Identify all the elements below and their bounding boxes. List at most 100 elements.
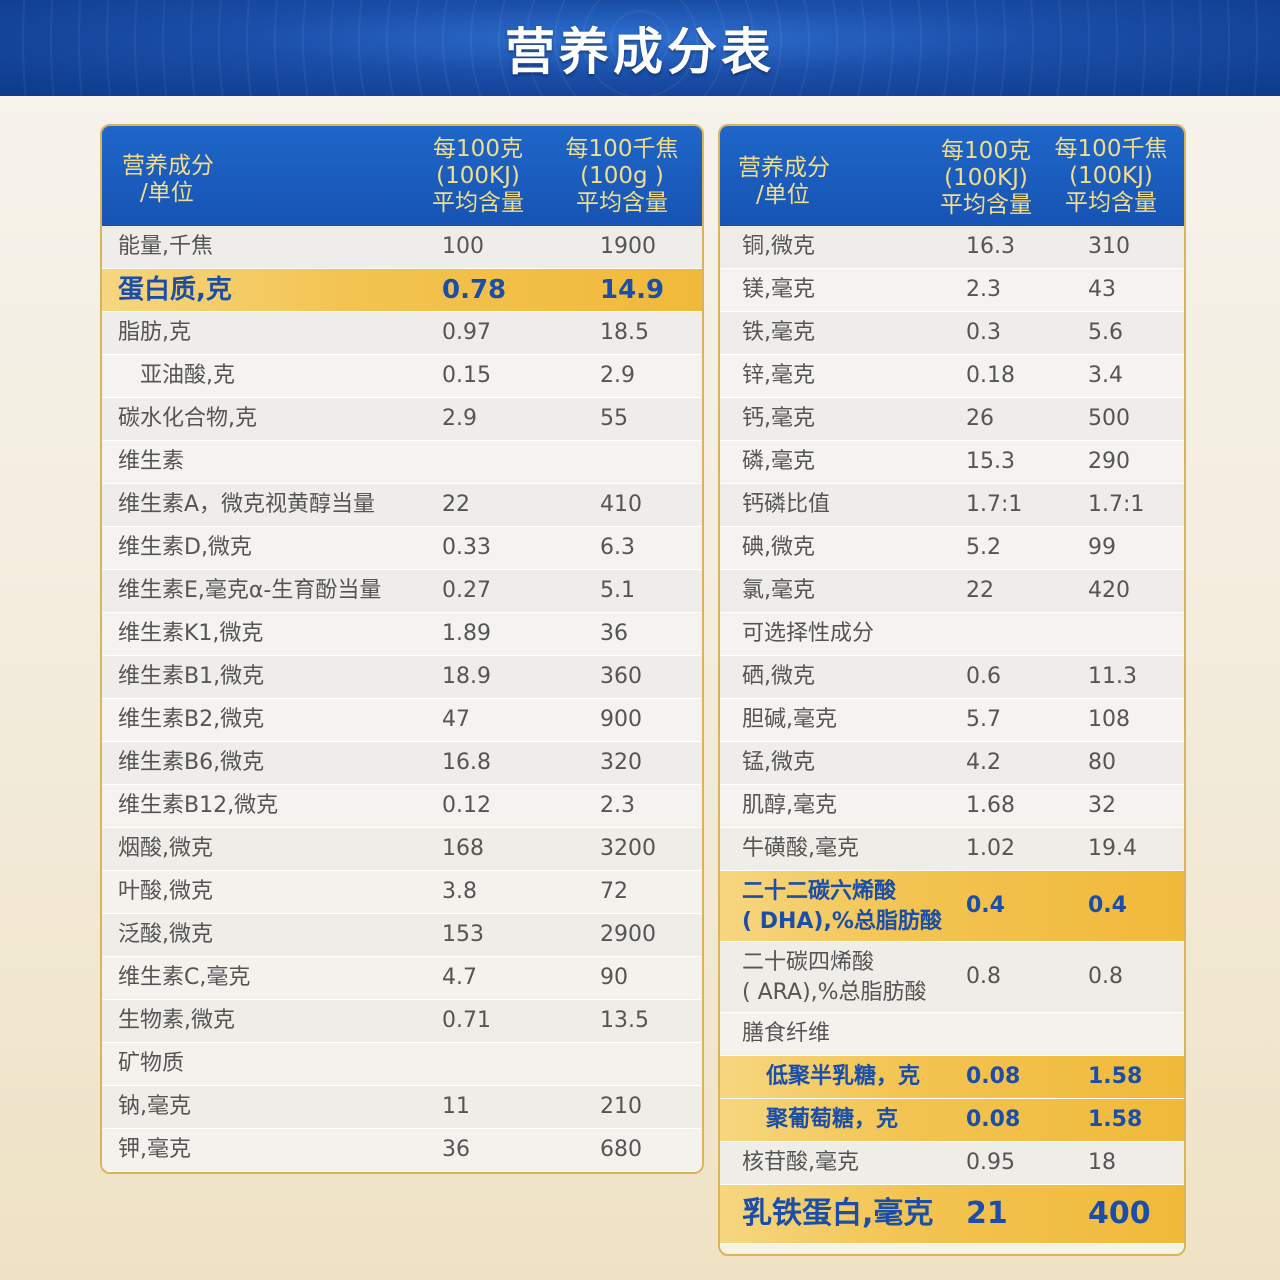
table-row: 生物素,微克 0.71 13.5 xyxy=(102,1000,702,1043)
value-per-100g: 11 xyxy=(442,1094,470,1119)
nutrient-name: 锰,微克 xyxy=(742,750,815,775)
value-per-100g: 4.2 xyxy=(966,750,1001,775)
nutrient-name: 镁,毫克 xyxy=(742,277,815,302)
table-row: 碳水化合物,克 2.9 55 xyxy=(102,398,702,441)
nutrient-name: 维生素C,毫克 xyxy=(118,965,251,990)
value-per-100g: 1.02 xyxy=(966,836,1015,861)
nutrient-name: 维生素 xyxy=(118,449,185,474)
table-row: 泛酸,微克 153 2900 xyxy=(102,914,702,957)
table-row: 叶酸,微克 3.8 72 xyxy=(102,871,702,914)
nutrient-name: 维生素K1,微克 xyxy=(118,621,264,646)
nutrient-name-line: 二十二碳六烯酸 xyxy=(742,879,897,904)
nutrient-name: 维生素B1,微克 xyxy=(118,664,265,689)
table-row: 牛磺酸,毫克 1.02 19.4 xyxy=(720,828,1184,871)
table-row: 肌醇,毫克 1.68 32 xyxy=(720,785,1184,828)
nutrient-name: 铁,毫克 xyxy=(742,320,815,345)
value-per-100kj: 3.4 xyxy=(1088,363,1123,388)
table-row: 铜,微克 16.3 310 xyxy=(720,226,1184,269)
table-body: 能量,千焦 100 1900 蛋白质,克 0.78 14.9 脂肪,克 0.97 18.5 亚油酸… xyxy=(102,226,702,1172)
value-per-100g: 0.8 xyxy=(966,964,1001,989)
table-row: 维生素K1,微克 1.89 36 xyxy=(102,613,702,656)
value-per-100g: 0.78 xyxy=(442,275,507,305)
value-per-100kj: 0.4 xyxy=(1088,893,1127,918)
nutrient-name: 生物素,微克 xyxy=(118,1008,235,1033)
nutrient-name: 能量,千焦 xyxy=(118,234,213,259)
header-per-100kj: 每100千焦 (100g ) 平均含量 xyxy=(565,136,679,216)
value-per-100g: 0.12 xyxy=(442,793,491,818)
value-per-100g: 168 xyxy=(442,836,484,861)
table-row: 钾,毫克 36 680 xyxy=(102,1129,702,1172)
value-per-100g: 22 xyxy=(442,492,470,517)
value-per-100kj: 210 xyxy=(600,1094,642,1119)
table-row: 碘,微克 5.2 99 xyxy=(720,527,1184,570)
value-per-100g: 0.6 xyxy=(966,664,1001,689)
value-per-100kj: 900 xyxy=(600,707,642,732)
nutrient-name: 维生素A，微克视黄醇当量 xyxy=(118,492,376,517)
table-row: 维生素B1,微克 18.9 360 xyxy=(102,656,702,699)
nutrient-name: 硒,微克 xyxy=(742,664,815,689)
value-per-100kj: 410 xyxy=(600,492,642,517)
value-per-100g: 0.08 xyxy=(966,1064,1021,1089)
nutrient-name: 维生素D,微克 xyxy=(118,535,252,560)
value-per-100g: 16.8 xyxy=(442,750,491,775)
value-per-100g: 4.7 xyxy=(442,965,477,990)
nutrition-table-left: 营养成分/单位 每100克 (100KJ) 平均含量 每100千焦 (100g ) 平均… xyxy=(100,124,704,1174)
table-row: 烟酸,微克 168 3200 xyxy=(102,828,702,871)
value-per-100g: 2.3 xyxy=(966,277,1001,302)
value-per-100kj: 90 xyxy=(600,965,628,990)
header-per-100g: 每100克 (100KJ) 平均含量 xyxy=(432,136,524,216)
table-row: 膳食纤维 xyxy=(720,1013,1184,1056)
value-per-100g: 22 xyxy=(966,578,994,603)
nutrient-name: 膳食纤维 xyxy=(742,1021,831,1046)
nutrient-name: 氯,毫克 xyxy=(742,578,815,603)
nutrient-name: 肌醇,毫克 xyxy=(742,793,837,818)
nutrient-name: 聚葡萄糖，克 xyxy=(766,1107,899,1132)
header-nutrient-unit: 营养成分/单位 xyxy=(738,155,830,208)
value-per-100g: 1.89 xyxy=(442,621,491,646)
value-per-100kj: 1.58 xyxy=(1088,1064,1143,1089)
value-per-100kj: 19.4 xyxy=(1088,836,1137,861)
value-per-100kj: 18.5 xyxy=(600,320,649,345)
table-row: 蛋白质,克 0.78 14.9 xyxy=(102,269,702,312)
value-per-100kj: 310 xyxy=(1088,234,1130,259)
table-row: 维生素D,微克 0.33 6.3 xyxy=(102,527,702,570)
table-row: 维生素A，微克视黄醇当量 22 410 xyxy=(102,484,702,527)
value-per-100kj: 11.3 xyxy=(1088,664,1137,689)
table-row: 钙磷比值 1.7:1 1.7:1 xyxy=(720,484,1184,527)
table-row: 磷,毫克 15.3 290 xyxy=(720,441,1184,484)
value-per-100g: 16.3 xyxy=(966,234,1015,259)
table-row: 维生素C,毫克 4.7 90 xyxy=(102,957,702,1000)
value-per-100g: 47 xyxy=(442,707,470,732)
value-per-100g: 0.95 xyxy=(966,1150,1015,1175)
value-per-100g: 1.7:1 xyxy=(966,492,1023,517)
value-per-100g: 0.71 xyxy=(442,1008,491,1033)
value-per-100g: 0.18 xyxy=(966,363,1015,388)
nutrient-name: 碘,微克 xyxy=(742,535,815,560)
value-per-100g: 36 xyxy=(442,1137,470,1162)
value-per-100g: 18.9 xyxy=(442,664,491,689)
table-row: 镁,毫克 2.3 43 xyxy=(720,269,1184,312)
nutrient-name: 铜,微克 xyxy=(742,234,815,259)
nutrient-name: 钠,毫克 xyxy=(118,1094,191,1119)
table-row: 铁,毫克 0.3 5.6 xyxy=(720,312,1184,355)
nutrient-name: 磷,毫克 xyxy=(742,449,815,474)
table-row: 胆碱,毫克 5.7 108 xyxy=(720,699,1184,742)
nutrient-name: 核苷酸,毫克 xyxy=(742,1150,859,1175)
value-per-100kj: 420 xyxy=(1088,578,1130,603)
nutrient-name: 泛酸,微克 xyxy=(118,922,213,947)
nutrition-table-right: 营养成分/单位 每100克 (100KJ) 平均含量 每100千焦 (100KJ) 平均… xyxy=(718,124,1186,1256)
value-per-100g: 26 xyxy=(966,406,994,431)
value-per-100g: 21 xyxy=(966,1196,1008,1231)
table-row: 维生素B6,微克 16.8 320 xyxy=(102,742,702,785)
nutrient-name: 碳水化合物,克 xyxy=(118,406,257,431)
value-per-100kj: 1900 xyxy=(600,234,656,259)
value-per-100g: 0.27 xyxy=(442,578,491,603)
table-row: 亚油酸,克 0.15 2.9 xyxy=(102,355,702,398)
value-per-100kj: 290 xyxy=(1088,449,1130,474)
table-row: 硒,微克 0.6 11.3 xyxy=(720,656,1184,699)
table-row: 锰,微克 4.2 80 xyxy=(720,742,1184,785)
value-per-100kj: 2.3 xyxy=(600,793,635,818)
value-per-100kj: 2.9 xyxy=(600,363,635,388)
table-row: 二十碳四烯酸 ( ARA),%总脂肪酸 0.8 0.8 xyxy=(720,942,1184,1013)
value-per-100g: 1.68 xyxy=(966,793,1015,818)
